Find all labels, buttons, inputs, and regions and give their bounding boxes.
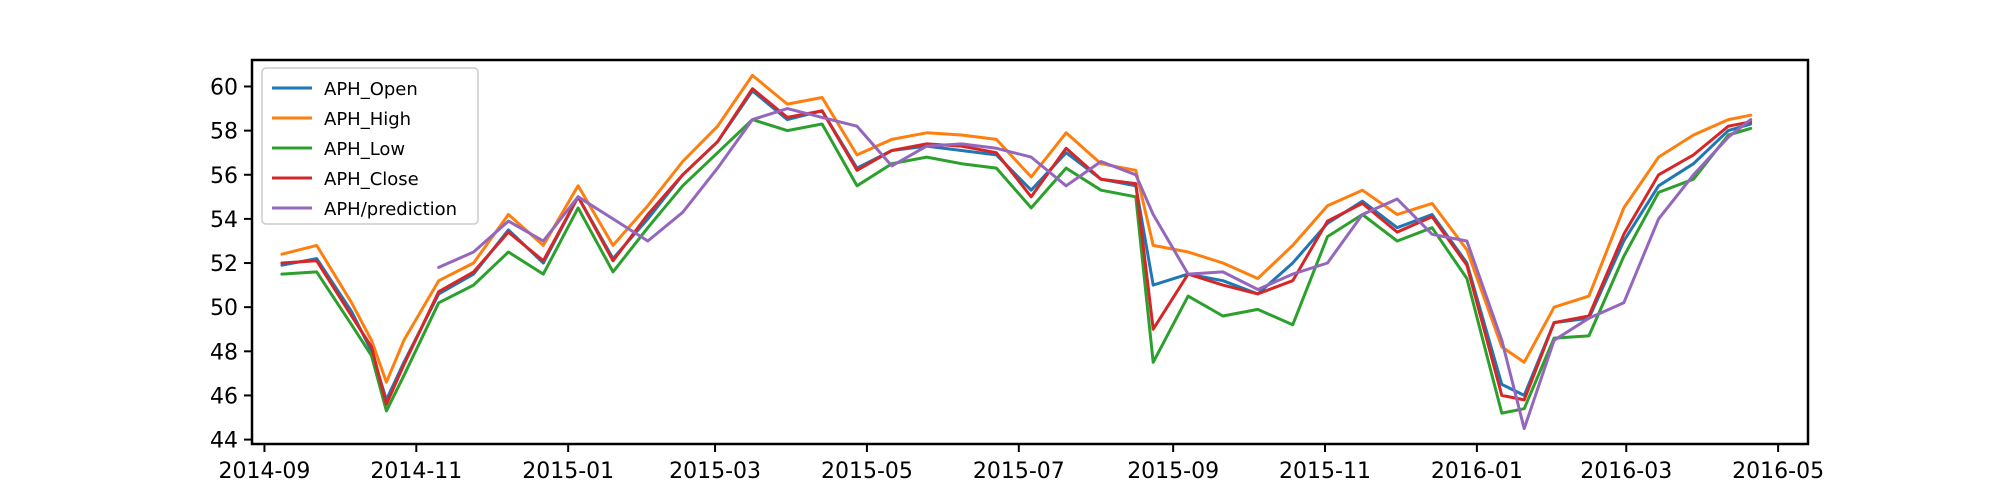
plot-frame-border [250, 58, 1810, 446]
y-tick-label: 58 [210, 120, 238, 145]
x-tick-label: 2015-01 [522, 459, 614, 484]
plot-frame [250, 58, 1810, 446]
legend-label: APH_High [324, 109, 411, 130]
series-line-2 [280, 118, 1753, 415]
x-tick-label: 2014-11 [370, 459, 462, 484]
legend-label: APH_Close [324, 169, 419, 190]
x-tick-label: 2015-11 [1279, 459, 1371, 484]
legend-label: APH_Low [324, 139, 405, 160]
legend-label: APH/prediction [324, 199, 457, 220]
x-tick-label: 2015-09 [1127, 459, 1219, 484]
legend-label: APH_Open [324, 79, 418, 100]
legend-box [261, 67, 479, 225]
y-tick-label: 48 [210, 340, 238, 365]
y-tick-label: 60 [210, 75, 238, 100]
x-tick-label: 2014-09 [218, 459, 310, 484]
y-axis: 44 46 48 50 52 54 56 58 60 [210, 75, 252, 454]
series-line-1 [280, 73, 1753, 384]
y-tick-label: 44 [210, 429, 238, 454]
x-tick-label: 2015-07 [973, 459, 1065, 484]
series-line-4 [437, 107, 1753, 431]
x-tick-label: 2016-05 [1732, 459, 1824, 484]
x-tick-label: 2015-03 [669, 459, 761, 484]
x-tick-label: 2016-03 [1580, 459, 1672, 484]
x-tick-label: 2016-01 [1431, 459, 1523, 484]
y-tick-label: 54 [210, 208, 238, 233]
x-axis: 2014-09 2014-11 2015-01 2015-03 2015-05 2015-… [218, 444, 1824, 484]
y-tick-label: 52 [210, 252, 238, 277]
x-tick-label: 2015-05 [821, 459, 913, 484]
y-tick-label: 46 [210, 384, 238, 409]
series-line-3 [280, 87, 1753, 406]
legend: APH_Open APH_High APH_Low APH_Close APH/pred… [261, 67, 479, 225]
y-tick-label: 50 [210, 296, 238, 321]
y-tick-label: 56 [210, 164, 238, 189]
series-lines [280, 73, 1753, 431]
